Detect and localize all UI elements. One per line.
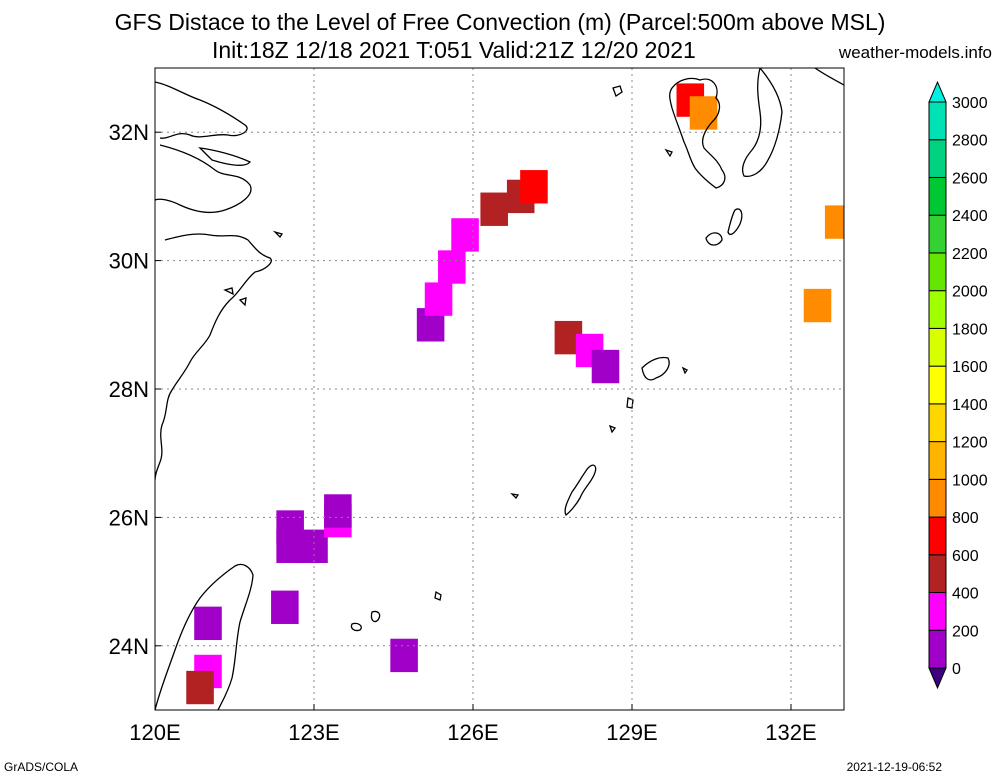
lfc-cell [186, 670, 214, 705]
lfc-cell [591, 349, 620, 384]
lfc-cell [689, 96, 718, 130]
timestamp: 2021-12-19-06:52 [846, 760, 942, 774]
amami-coastline [641, 356, 688, 381]
graticule [154, 68, 844, 710]
colorbar-segment [928, 101, 947, 141]
colorbar-segment [928, 365, 947, 405]
china-coastline [155, 81, 272, 481]
colorbar-segment [928, 290, 947, 329]
taiwan-coastline [155, 563, 254, 710]
lon-tick-label: 120E [129, 720, 180, 745]
kyushu-coastline [669, 77, 726, 189]
lat-tick-label: 26N [109, 505, 149, 530]
colorbar-segment [928, 478, 947, 518]
colorbar-segment [928, 554, 947, 594]
colorbar-segment [928, 327, 947, 367]
colorbar-label: 2400 [952, 208, 988, 225]
lfc-cell [194, 606, 222, 641]
colorbar: 0 200 400 600 800 1000 1200 1400 1600 1800 2000 220… [928, 80, 988, 690]
colorbar-label: 600 [952, 548, 979, 565]
colorbar-label: 400 [952, 586, 979, 603]
site-credit: weather-models.info [838, 43, 992, 62]
colorbar-label: 1800 [952, 321, 988, 338]
lfc-cell [271, 590, 299, 624]
colorbar-label: 3000 [952, 95, 988, 112]
colorbar-segment [928, 441, 947, 480]
colorbar-label: 2600 [952, 170, 988, 187]
lfc-cell [480, 192, 508, 226]
colorbar-segment [928, 252, 947, 292]
colorbar-segment [928, 629, 947, 669]
colorbar-label: 1600 [952, 359, 988, 376]
lat-tick-label: 32N [109, 120, 149, 145]
lfc-cell [824, 205, 844, 239]
colorbar-label: 2000 [952, 284, 988, 301]
colorbar-label: 0 [952, 661, 961, 678]
china-coastline-islands [198, 147, 284, 307]
tanegashima-coastline [705, 208, 743, 246]
okinoerabu-coastline [608, 397, 634, 434]
lat-tick-label: 28N [109, 377, 149, 402]
colorbar-segment [928, 403, 947, 443]
lon-tick-label: 129E [606, 720, 657, 745]
shikoku-coastline [741, 68, 844, 178]
misc-islands [612, 85, 673, 158]
lfc-cell [276, 510, 304, 544]
lfc-cell [438, 250, 466, 284]
colorbar-segment [928, 214, 947, 254]
coastline-layer [155, 68, 844, 710]
colorbar-label: 1400 [952, 397, 988, 414]
lon-tick-label: 123E [288, 720, 339, 745]
colorbar-label: 2200 [952, 246, 988, 263]
chart-subtitle: Init:18Z 12/18 2021 T:051 Valid:21Z 12/2… [212, 37, 696, 63]
software-credit: GrADS/COLA [4, 760, 79, 774]
lon-tick-label: 126E [447, 720, 498, 745]
okinawa-coastline [510, 464, 597, 516]
lfc-shading-layer [186, 83, 844, 705]
lfc-cell [324, 494, 352, 528]
colorbar-label: 800 [952, 510, 979, 527]
axes: 120E 123E 126E 129E 132E 24N 26N 28N 30N 32N [109, 120, 817, 745]
lfc-cell [451, 218, 479, 252]
lfc-cell [300, 529, 328, 563]
lfc-cell [803, 288, 832, 323]
lon-tick-label: 132E [765, 720, 816, 745]
colorbar-segment [928, 592, 947, 631]
colorbar-segment [928, 516, 947, 556]
colorbar-segment [928, 139, 947, 178]
lat-tick-label: 24N [109, 634, 149, 659]
lat-tick-label: 30N [109, 249, 149, 274]
colorbar-label: 200 [952, 623, 979, 640]
lfc-cell [390, 638, 418, 673]
lfc-cell [520, 170, 548, 204]
colorbar-label: 1200 [952, 435, 988, 452]
colorbar-segment [928, 176, 947, 216]
lfc-cell [424, 282, 453, 316]
colorbar-label: 2800 [952, 133, 988, 150]
chart-title: GFS Distace to the Level of Free Convect… [114, 9, 886, 35]
colorbar-high-arrow [928, 80, 947, 103]
colorbar-label: 1000 [952, 472, 988, 489]
colorbar-low-arrow [928, 667, 947, 690]
miyako-coastline [350, 590, 442, 632]
